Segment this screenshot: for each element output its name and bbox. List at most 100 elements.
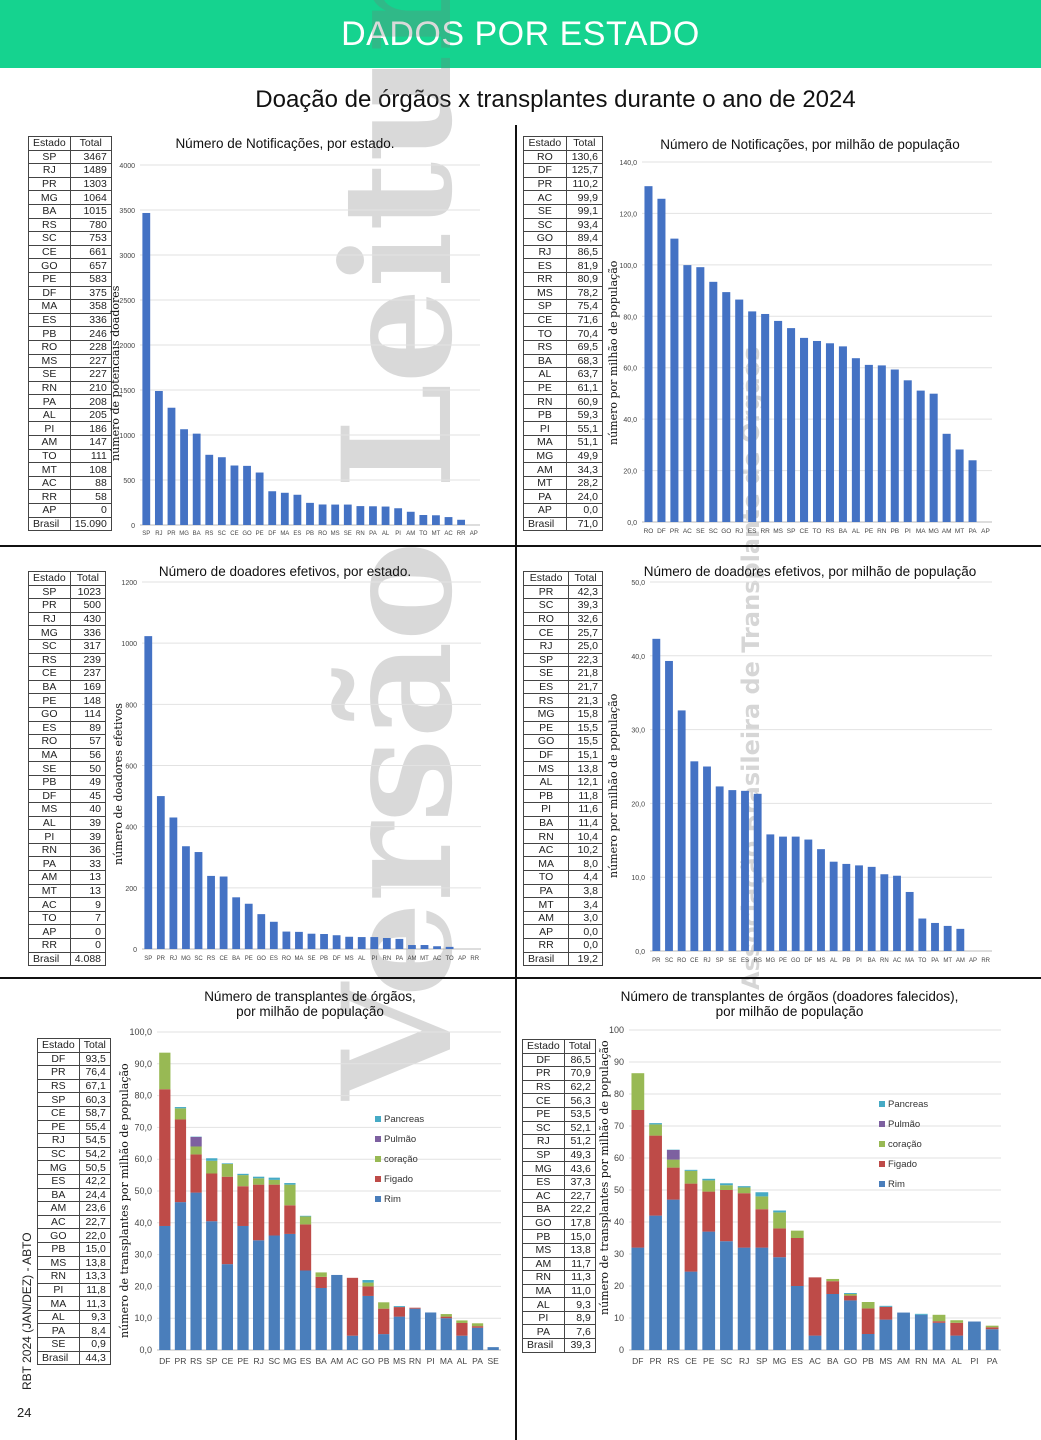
footnote-source: RBT 2024 (JAN/DEZ) - ABTO xyxy=(20,1232,34,1390)
bar-segment-coração xyxy=(720,1185,733,1190)
x-tick-label: PE xyxy=(703,1356,715,1366)
cell-state: PR xyxy=(28,176,71,192)
y-tick-label: 100 xyxy=(609,1025,624,1035)
x-tick-label: PB xyxy=(306,531,314,537)
table-row: Brasil 4.088 xyxy=(28,951,107,967)
x-tick-label: AL xyxy=(457,1356,468,1366)
cell-state: MT xyxy=(28,883,71,899)
x-tick-label: SC xyxy=(721,1356,733,1366)
table-row: AC 22,7 xyxy=(37,1214,111,1230)
cell-total: 169 xyxy=(69,679,107,695)
bar-segment-pancreas xyxy=(221,1163,233,1164)
y-tick-label: 40,0 xyxy=(623,417,637,424)
cell-state: RO xyxy=(28,339,71,355)
x-tick-label: CE xyxy=(221,1356,233,1366)
x-tick-label: RS xyxy=(207,956,215,962)
bar-segment-rim xyxy=(844,1300,857,1350)
table-row: AP 0 xyxy=(28,924,107,940)
bar xyxy=(916,390,925,522)
y-tick-label: 20,0 xyxy=(631,801,645,808)
bar xyxy=(269,921,278,949)
x-tick-label: AL xyxy=(830,958,838,964)
x-tick-label: MS xyxy=(345,956,354,962)
cell-total: 36 xyxy=(69,842,107,858)
y-tick-label: 10 xyxy=(614,1313,624,1323)
cell-total: 22,3 xyxy=(568,652,603,668)
cell-state: PI xyxy=(37,1282,80,1298)
bar-segment-figado xyxy=(268,1184,280,1236)
cell-total: 3,4 xyxy=(568,897,603,912)
cell-state: MG xyxy=(28,190,71,205)
bar xyxy=(369,506,377,525)
table-row: PI 11,8 xyxy=(37,1282,111,1298)
table-row: SP 49,3 xyxy=(522,1147,596,1163)
cell-state: AP xyxy=(28,924,71,940)
bar-segment-figado xyxy=(174,1119,187,1203)
chart-doadores-estado: 0 200 400 600 800 1000 1200 SP PR RJ MG SC RS CE BA PE G… xyxy=(121,580,481,962)
bar xyxy=(842,863,851,951)
cell-state: SC xyxy=(522,1120,565,1136)
cell-state: AC xyxy=(37,1214,80,1230)
legend-swatch xyxy=(375,1176,381,1182)
table-row: SE 0,9 xyxy=(37,1337,111,1352)
table-row: MG 15,8 xyxy=(522,706,603,722)
col-header-total: Total xyxy=(78,1038,111,1053)
cell-state: PB xyxy=(28,326,71,341)
cell-state: PR xyxy=(522,584,570,600)
bar-segment-pancreas xyxy=(299,1215,312,1217)
bar-segment-rim xyxy=(897,1312,910,1350)
x-tick-label: SP xyxy=(142,531,150,537)
cell-state: DF xyxy=(522,1052,565,1068)
cell-total: 24,0 xyxy=(565,489,604,505)
cell-total: 11,6 xyxy=(568,802,603,817)
cell-total: 0 xyxy=(69,924,107,940)
table-row: RS 69,5 xyxy=(523,339,604,355)
bar-segment-figado xyxy=(221,1176,233,1265)
bar-segment-rim xyxy=(284,1233,296,1350)
table-row: MS 78,2 xyxy=(523,285,604,301)
cell-total: 54,2 xyxy=(78,1146,111,1162)
bar xyxy=(890,369,899,522)
cell-state: PB xyxy=(522,788,570,804)
cell-state: RJ xyxy=(523,244,567,260)
cell-state: SE xyxy=(523,203,567,219)
table-row: MS 13,8 xyxy=(522,761,603,776)
cell-total: 147 xyxy=(69,435,112,450)
cell-state: CE xyxy=(37,1105,80,1121)
y-tick-label: 80 xyxy=(614,1089,624,1099)
cell-total: 237 xyxy=(69,666,107,681)
cell-total: 71,6 xyxy=(565,312,604,328)
cell-total: 3467 xyxy=(69,149,112,165)
x-tick-label: RR xyxy=(760,528,770,535)
table-doadores-pmp: Estado Total PR 42,3 SC 39,3 RO 32,6 CE 25,7 RJ 25,… xyxy=(522,571,603,967)
bar xyxy=(232,897,241,949)
table-row: RR 58 xyxy=(28,489,112,505)
table-row: SP 60,3 xyxy=(37,1092,111,1107)
bar-segment-pancreas xyxy=(206,1158,218,1161)
bar xyxy=(955,449,964,522)
cell-total: 9,3 xyxy=(78,1309,111,1325)
bar-segment-rim xyxy=(737,1247,751,1350)
bar-segment-figado xyxy=(315,1276,327,1288)
cell-state: AC xyxy=(28,897,71,912)
cell-state: MG xyxy=(522,706,570,722)
bar xyxy=(243,465,251,525)
table-row: MA 11,3 xyxy=(37,1296,111,1311)
y-tick-label: 200 xyxy=(125,886,137,893)
bar xyxy=(715,786,724,951)
y-tick-label: 100,0 xyxy=(129,1027,152,1037)
table-row: MG 50,5 xyxy=(37,1160,111,1175)
table-row: MG 336 xyxy=(28,625,107,640)
bar-segment-rim xyxy=(649,1215,662,1350)
x-tick-label: RJ xyxy=(170,956,177,962)
cell-state: PI xyxy=(28,421,71,437)
x-tick-label: RN xyxy=(382,956,391,962)
x-tick-label: PI xyxy=(905,528,911,535)
cell-state: SE xyxy=(37,1337,80,1352)
bar-segment-figado xyxy=(253,1184,265,1241)
cell-total: 42,2 xyxy=(78,1173,111,1189)
bar xyxy=(194,852,203,949)
x-tick-label: CE xyxy=(219,956,227,962)
y-tick-label: 60,0 xyxy=(134,1154,152,1164)
bar xyxy=(382,937,391,949)
